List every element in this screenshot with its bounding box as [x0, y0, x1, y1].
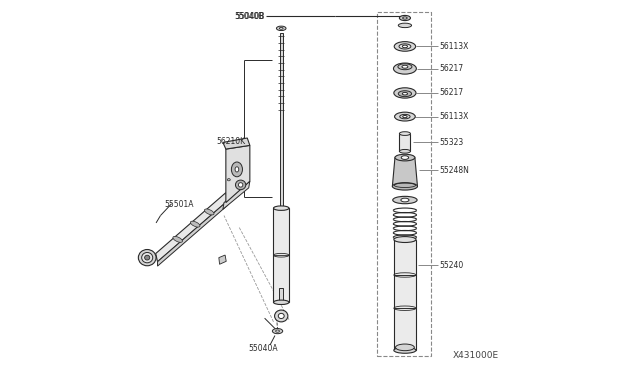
Ellipse shape — [236, 180, 246, 190]
Text: 56113X: 56113X — [439, 42, 468, 51]
Text: 55323: 55323 — [439, 138, 463, 147]
Ellipse shape — [138, 250, 156, 266]
Text: 55040A: 55040A — [248, 344, 278, 353]
Ellipse shape — [401, 156, 408, 160]
Ellipse shape — [392, 183, 417, 190]
Text: 56217: 56217 — [439, 64, 463, 73]
Ellipse shape — [273, 300, 289, 305]
Ellipse shape — [275, 310, 288, 322]
Ellipse shape — [403, 17, 407, 19]
Text: 56217: 56217 — [439, 89, 463, 97]
Ellipse shape — [398, 64, 412, 70]
Ellipse shape — [239, 183, 243, 187]
Ellipse shape — [399, 150, 410, 153]
Ellipse shape — [399, 132, 410, 135]
Ellipse shape — [402, 65, 408, 68]
Ellipse shape — [395, 112, 415, 121]
Ellipse shape — [394, 42, 415, 51]
Text: 56113X: 56113X — [439, 112, 468, 121]
Ellipse shape — [403, 45, 408, 48]
Ellipse shape — [276, 330, 280, 332]
Polygon shape — [157, 201, 228, 266]
Ellipse shape — [394, 237, 416, 243]
Ellipse shape — [399, 15, 410, 20]
Text: 55501A: 55501A — [164, 200, 194, 209]
Ellipse shape — [273, 328, 283, 334]
Ellipse shape — [394, 347, 416, 353]
Ellipse shape — [394, 88, 416, 98]
Polygon shape — [219, 255, 226, 264]
Text: 55040B: 55040B — [235, 12, 264, 21]
Ellipse shape — [395, 154, 415, 161]
Ellipse shape — [400, 114, 410, 119]
Text: 55240: 55240 — [439, 261, 463, 270]
Ellipse shape — [394, 63, 417, 74]
Bar — [273, 208, 289, 302]
Polygon shape — [392, 158, 417, 186]
Bar — [280, 33, 282, 208]
Ellipse shape — [280, 28, 283, 29]
Ellipse shape — [393, 196, 417, 204]
Ellipse shape — [396, 344, 414, 351]
Ellipse shape — [191, 221, 200, 227]
Ellipse shape — [141, 253, 153, 263]
Ellipse shape — [401, 198, 409, 202]
Ellipse shape — [398, 23, 412, 28]
Ellipse shape — [232, 162, 243, 177]
Text: 55248N: 55248N — [439, 166, 468, 174]
Text: 56210K: 56210K — [216, 137, 246, 146]
Ellipse shape — [399, 44, 411, 49]
Bar — [394, 240, 416, 350]
Bar — [377, 13, 431, 356]
Ellipse shape — [273, 206, 289, 211]
Ellipse shape — [173, 236, 182, 242]
Text: 55040B: 55040B — [234, 12, 264, 22]
Ellipse shape — [235, 167, 239, 172]
Ellipse shape — [227, 179, 230, 181]
Ellipse shape — [278, 313, 284, 318]
Ellipse shape — [145, 255, 150, 260]
Ellipse shape — [403, 115, 407, 118]
Bar — [399, 134, 410, 151]
Polygon shape — [156, 193, 228, 262]
Polygon shape — [226, 145, 250, 203]
Text: X431000E: X431000E — [453, 351, 499, 360]
Ellipse shape — [276, 26, 286, 31]
Polygon shape — [223, 181, 250, 209]
Ellipse shape — [403, 92, 408, 95]
Bar — [280, 288, 283, 303]
Ellipse shape — [204, 209, 214, 215]
Polygon shape — [223, 138, 250, 149]
Ellipse shape — [398, 91, 412, 97]
